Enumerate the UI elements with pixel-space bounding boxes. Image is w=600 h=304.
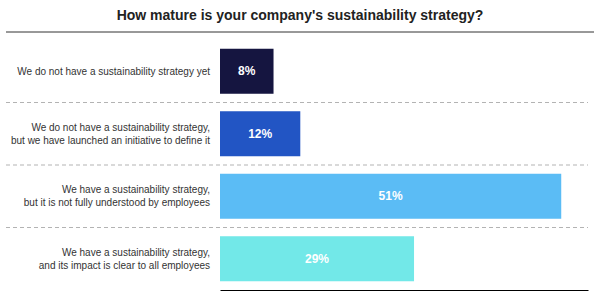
title-rule bbox=[6, 32, 594, 33]
x-axis-line bbox=[221, 290, 589, 291]
bars bbox=[220, 49, 561, 282]
category-label-line: and its impact is clear to all employees bbox=[39, 260, 210, 271]
divider bbox=[6, 102, 588, 103]
category-label-line: but we have launched an initiative to de… bbox=[11, 135, 210, 146]
data-labels: 8% 12% 51% 29% bbox=[238, 64, 403, 266]
bar bbox=[220, 49, 274, 94]
category-label-line: We have a sustainability strategy, bbox=[62, 184, 210, 195]
chart: How mature is your company's sustainabil… bbox=[0, 0, 600, 304]
category-label-line: We do not have a sustainability strategy… bbox=[17, 66, 210, 77]
bar bbox=[220, 111, 300, 156]
category-label-line: We have a sustainability strategy, bbox=[62, 247, 210, 258]
x-axis bbox=[221, 290, 589, 291]
bar bbox=[220, 236, 414, 281]
bar bbox=[220, 174, 561, 219]
divider bbox=[6, 165, 588, 166]
category-label: We do not have a sustainability strategy… bbox=[17, 66, 210, 77]
data-label: 29% bbox=[305, 252, 329, 266]
category-labels: We do not have a sustainability strategy… bbox=[11, 66, 210, 271]
data-label: 12% bbox=[248, 127, 272, 141]
category-label: We do not have a sustainability strategy… bbox=[11, 122, 210, 146]
divider bbox=[6, 227, 588, 228]
category-label: We have a sustainability strategy, but it… bbox=[24, 184, 210, 208]
category-label: We have a sustainability strategy, and it… bbox=[39, 247, 210, 271]
data-label: 51% bbox=[379, 189, 403, 203]
category-label-line: but it is not fully understood by employ… bbox=[24, 197, 210, 208]
category-label-line: We do not have a sustainability strategy… bbox=[31, 122, 210, 133]
title: How mature is your company's sustainabil… bbox=[117, 7, 484, 23]
dividers bbox=[6, 103, 588, 228]
data-label: 8% bbox=[238, 64, 256, 78]
